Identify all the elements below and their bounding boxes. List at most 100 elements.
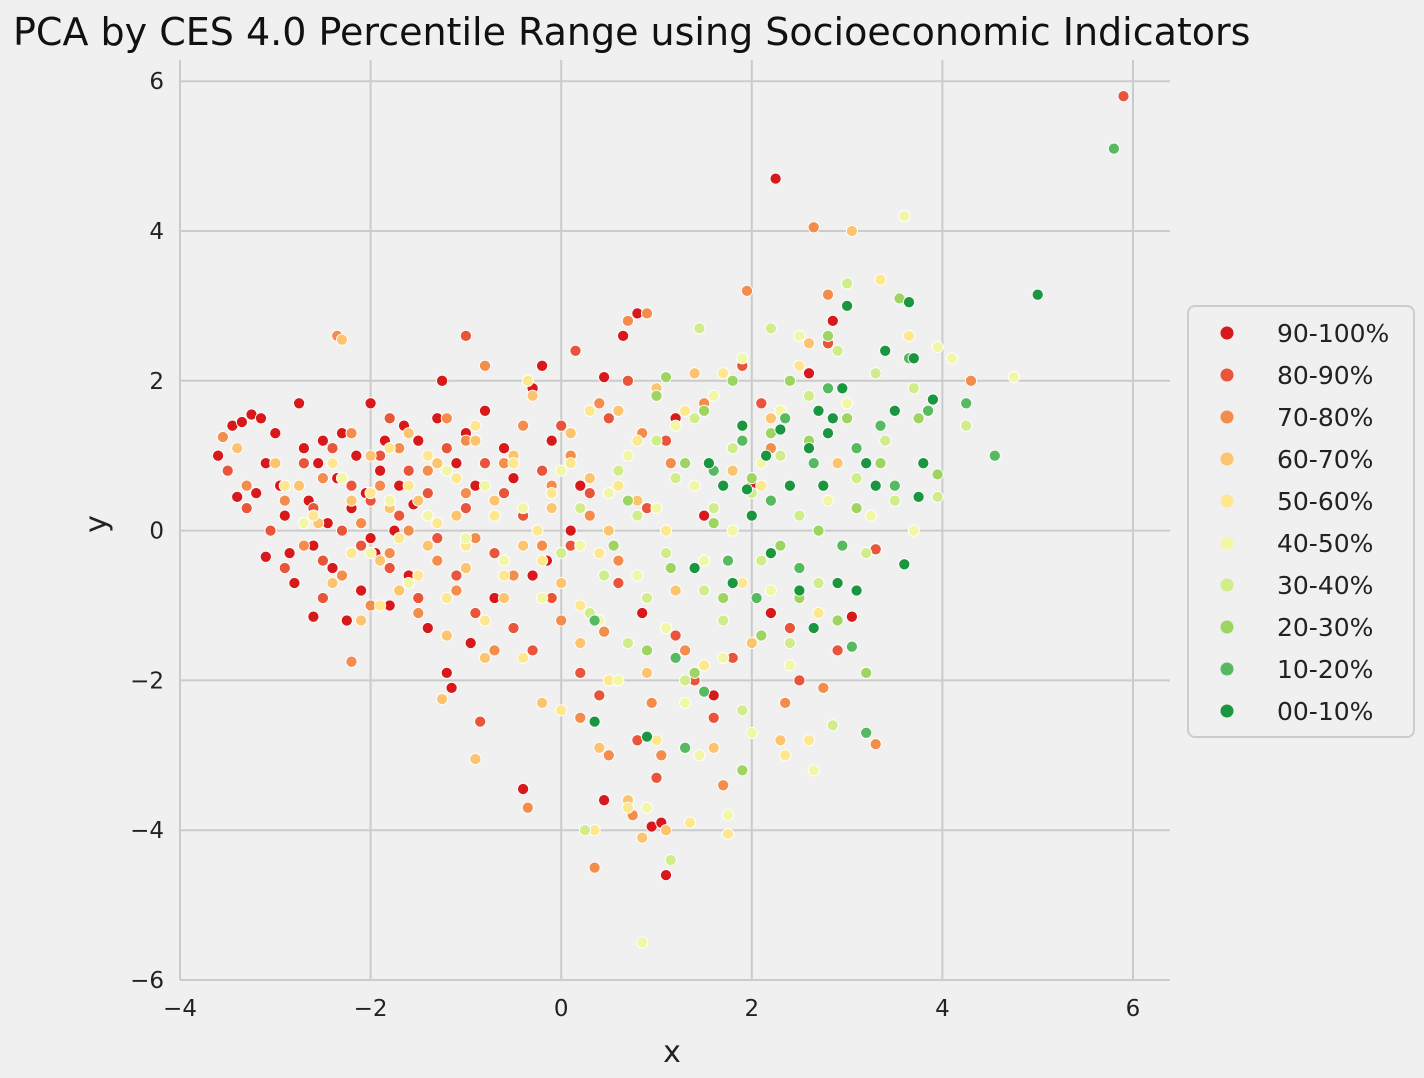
scatter-point — [902, 296, 916, 309]
scatter-point — [688, 666, 701, 679]
scatter-point — [450, 569, 463, 582]
scatter-point — [721, 809, 735, 822]
scatter-point — [807, 457, 820, 470]
scatter-point — [836, 539, 849, 552]
scatter-point — [364, 449, 377, 462]
scatter-point — [755, 629, 768, 642]
scatter-point — [364, 532, 377, 545]
scatter-point — [345, 427, 358, 440]
scatter-point — [297, 442, 310, 455]
scatter-point — [845, 610, 858, 623]
scatter-point — [755, 479, 768, 492]
scatter-point — [593, 741, 606, 754]
scatter-point — [517, 419, 530, 432]
scatter-point — [421, 464, 434, 477]
scatter-point — [440, 442, 453, 455]
scatter-point — [850, 502, 863, 515]
scatter-point — [459, 532, 472, 545]
scatter-point — [874, 419, 887, 432]
legend-marker — [1220, 578, 1234, 592]
x-tick-label: 0 — [554, 996, 569, 1022]
y-tick-label: −2 — [130, 668, 164, 694]
scatter-point — [517, 651, 530, 664]
scatter-point — [436, 693, 449, 706]
scatter-point — [221, 464, 234, 477]
scatter-point — [440, 629, 453, 642]
scatter-point — [383, 561, 396, 575]
scatter-point — [693, 749, 706, 762]
scatter-point — [960, 419, 973, 432]
scatter-point — [850, 442, 863, 455]
scatter-point — [469, 606, 482, 620]
scatter-point — [945, 352, 958, 365]
scatter-point — [802, 389, 816, 402]
scatter-point — [931, 468, 944, 481]
legend-label: 70-80% — [1277, 403, 1373, 432]
scatter-point — [593, 547, 606, 560]
scatter-point — [926, 393, 939, 406]
scatter-point — [469, 752, 482, 766]
scatter-point — [640, 666, 654, 679]
legend-label: 40-50% — [1277, 529, 1373, 558]
scatter-point — [555, 464, 568, 477]
scatter-point — [636, 606, 649, 620]
scatter-point — [707, 502, 720, 515]
scatter-point — [588, 861, 601, 874]
scatter-point — [240, 502, 253, 515]
scatter-point — [574, 502, 587, 515]
scatter-point — [693, 322, 706, 335]
scatter-point — [869, 367, 882, 380]
legend-label: 30-40% — [1277, 571, 1373, 600]
scatter-point — [631, 509, 644, 522]
scatter-point — [721, 554, 735, 567]
scatter-point — [860, 547, 873, 560]
scatter-point — [931, 490, 944, 503]
scatter-point — [902, 329, 916, 342]
scatter-point — [688, 412, 701, 425]
legend-marker — [1220, 662, 1234, 676]
scatter-point — [459, 329, 472, 342]
scatter-point — [807, 764, 820, 777]
scatter-point — [355, 584, 368, 597]
scatter-point — [821, 329, 835, 342]
scatter-point — [621, 636, 634, 650]
scatter-point — [459, 561, 472, 575]
scatter-point — [250, 487, 263, 500]
scatter-point — [831, 344, 844, 357]
scatter-point — [683, 816, 696, 829]
scatter-point — [774, 539, 787, 552]
scatter-point — [440, 412, 453, 425]
scatter-point — [335, 524, 349, 537]
scatter-point — [779, 749, 792, 762]
scatter-point — [869, 738, 882, 751]
scatter-point — [774, 449, 787, 462]
scatter-point — [817, 479, 830, 492]
scatter-point — [436, 374, 449, 387]
scatter-point — [235, 415, 248, 429]
scatter-point — [964, 374, 978, 387]
scatter-point — [278, 479, 291, 492]
scatter-point — [802, 337, 816, 350]
scatter-point — [888, 494, 901, 507]
scatter-point — [793, 561, 806, 575]
scatter-point — [364, 547, 377, 560]
scatter-point — [812, 404, 825, 417]
scatter-point — [412, 569, 425, 582]
scatter-point — [421, 539, 434, 552]
scatter-point — [507, 621, 520, 635]
scatter-point — [536, 359, 549, 372]
scatter-point — [412, 591, 425, 605]
scatter-point — [536, 591, 549, 605]
scatter-point — [478, 614, 492, 627]
scatter-point — [960, 397, 973, 410]
scatter-point — [707, 517, 720, 530]
scatter-point — [636, 936, 649, 949]
scatter-point — [612, 479, 625, 492]
scatter-point — [621, 801, 634, 814]
scatter-point — [726, 374, 739, 387]
scatter-point — [212, 449, 225, 462]
scatter-point — [521, 801, 534, 814]
scatter-point — [431, 457, 444, 470]
scatter-point — [297, 539, 310, 552]
